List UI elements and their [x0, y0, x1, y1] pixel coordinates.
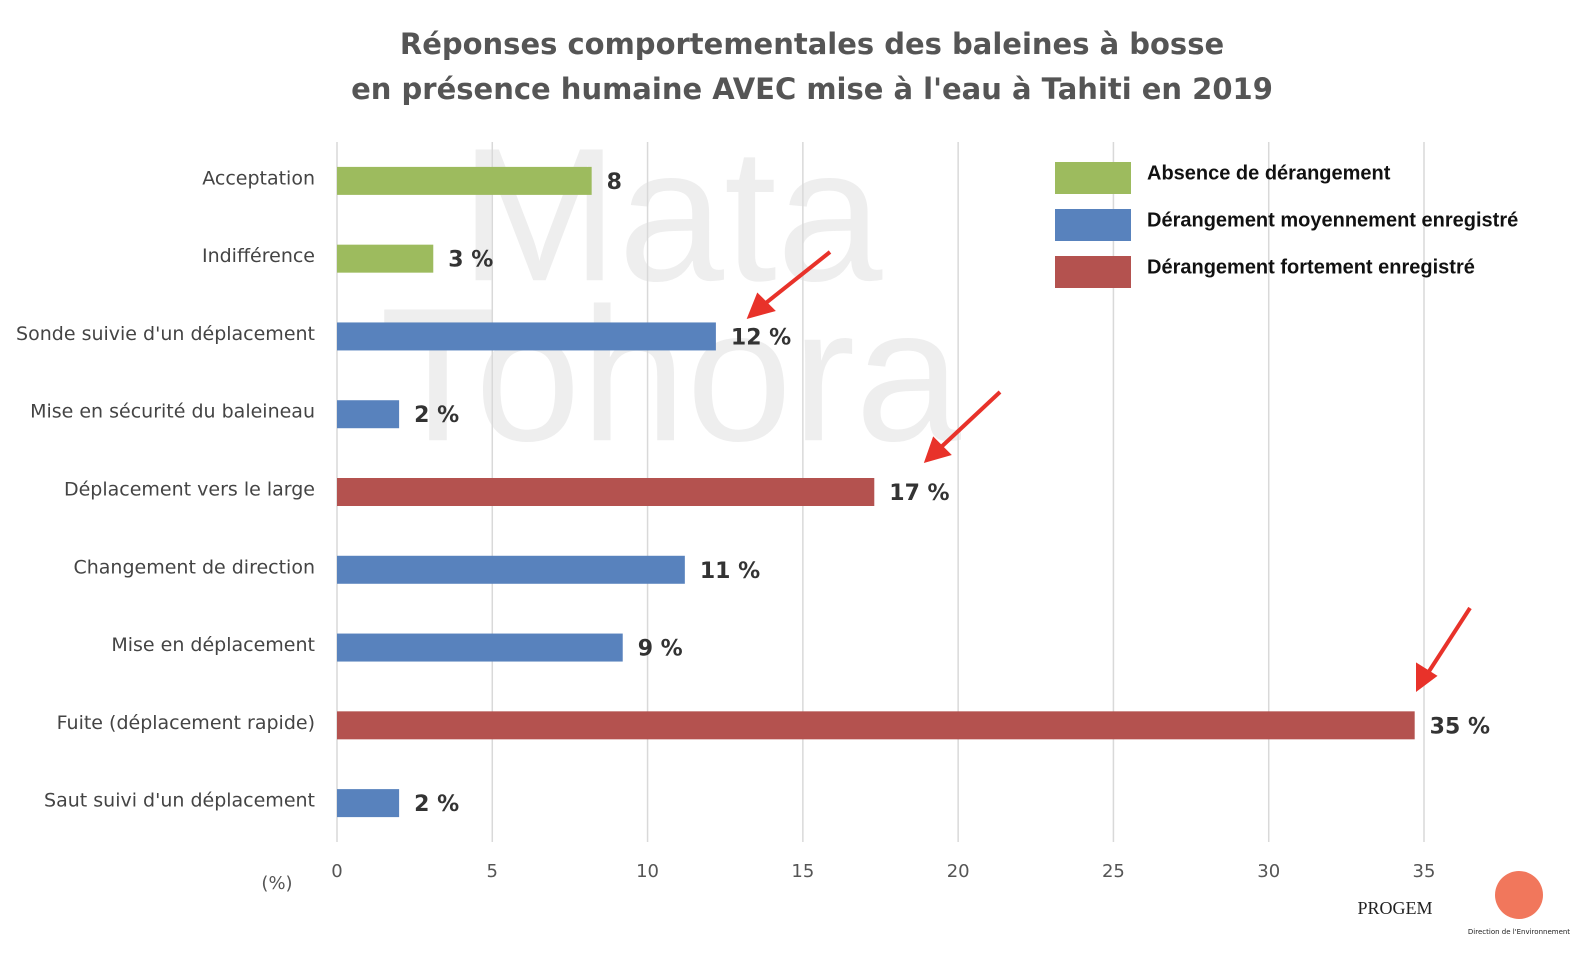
bar [337, 789, 400, 818]
value-label: 17 % [889, 481, 949, 506]
legend-swatch [1055, 209, 1131, 241]
y-tick-label: Mise en sécurité du baleineau [30, 401, 315, 423]
x-tick-label: 25 [1102, 861, 1125, 882]
y-tick-label: Acceptation [202, 167, 315, 189]
arrow-head [1416, 662, 1438, 692]
value-label: 12 % [731, 325, 791, 350]
value-label: 8 [607, 170, 622, 195]
value-label: 3 % [448, 248, 493, 273]
legend-swatch [1055, 162, 1131, 194]
bar [337, 400, 400, 429]
watermark-text: Mata [460, 109, 883, 321]
value-label: 2 % [414, 792, 459, 817]
y-tick-label: Déplacement vers le large [64, 479, 315, 501]
chart-title: Réponses comportementales des baleines à… [400, 27, 1224, 61]
logo-text: Direction de l'Environnement [1468, 928, 1570, 936]
legend-label: Dérangement fortement enregistré [1147, 256, 1475, 278]
x-tick-label: 5 [487, 861, 498, 882]
arrow-head [746, 292, 776, 319]
y-tick-label: Mise en déplacement [111, 634, 315, 656]
value-label: 35 % [1430, 714, 1490, 739]
arrow-head [923, 436, 952, 463]
bar [337, 322, 716, 351]
bar [337, 555, 685, 584]
y-tick-label: Changement de direction [73, 556, 315, 578]
value-label: 9 % [638, 637, 683, 662]
value-label: 2 % [414, 403, 459, 428]
arrow [1424, 606, 1472, 678]
x-tick-label: 10 [636, 861, 659, 882]
bar [337, 478, 875, 506]
legend-label: Absence de dérangement [1147, 162, 1391, 184]
logo-text: PROGEM [1357, 898, 1432, 918]
arrow [936, 390, 1002, 452]
y-tick-label: Indifférence [202, 245, 315, 267]
arrows [746, 250, 1472, 692]
x-tick-label: 30 [1257, 861, 1280, 882]
x-tick-label: 35 [1413, 861, 1436, 882]
y-tick-label: Saut suivi d'un déplacement [44, 790, 315, 812]
arrow [760, 250, 832, 308]
x-tick-label: 15 [791, 861, 814, 882]
legend-swatch [1055, 256, 1131, 288]
y-tick-label: Sonde suivie d'un déplacement [16, 323, 315, 345]
x-axis-label: (%) [261, 873, 292, 894]
y-tick-label: Fuite (déplacement rapide) [57, 712, 315, 734]
watermark-text: Tohora [380, 269, 961, 481]
bar [337, 244, 434, 273]
bar [337, 711, 1415, 740]
logo [1495, 871, 1543, 919]
bar [337, 166, 592, 195]
watermark: Mata Tohora [380, 109, 961, 481]
bar [337, 633, 623, 662]
x-tick-label: 20 [947, 861, 970, 882]
chart-title: en présence humaine AVEC mise à l'eau à … [351, 72, 1273, 106]
legend-label: Dérangement moyennement enregistré [1147, 209, 1518, 231]
x-tick-label: 0 [331, 861, 342, 882]
value-label: 11 % [700, 559, 760, 584]
